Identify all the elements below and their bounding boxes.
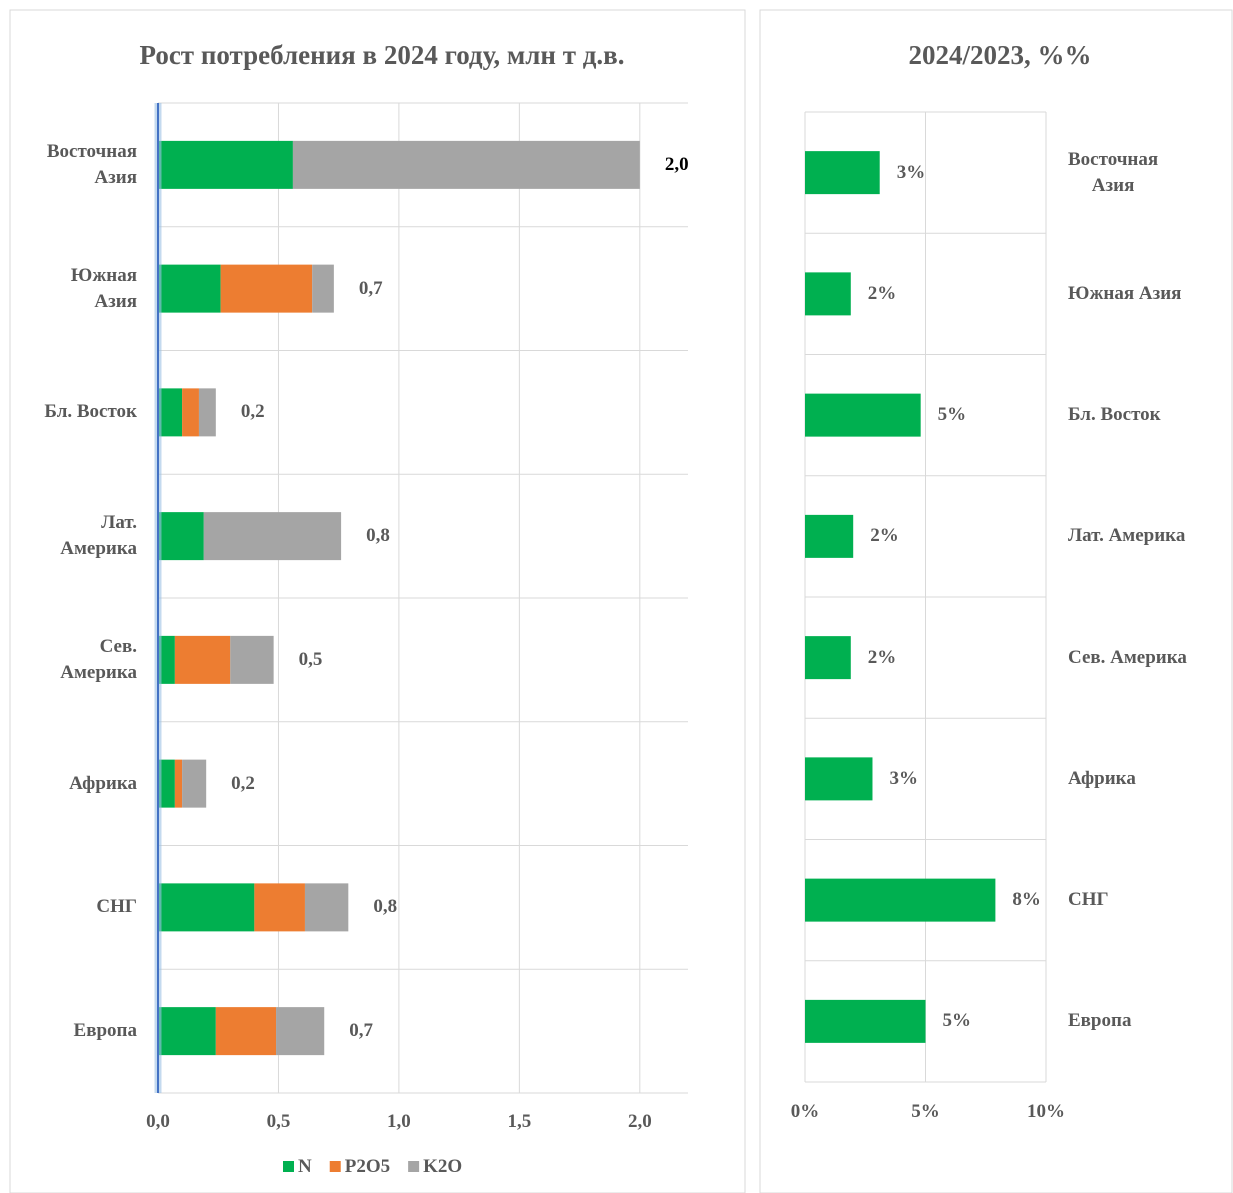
bar: [805, 878, 996, 922]
total-label: 0,7: [358, 277, 383, 299]
bar: [805, 151, 880, 195]
bar-segment: [158, 512, 204, 561]
total-label: 0,8: [366, 525, 390, 547]
bar-segment: [182, 759, 207, 808]
legend-label: N: [298, 1156, 312, 1177]
total-label: 0,5: [298, 648, 323, 670]
bar: [805, 272, 851, 316]
bar-segment: [292, 140, 640, 189]
category-label: СНГ: [96, 896, 137, 918]
x-tick-label: 10%: [1027, 1101, 1065, 1122]
value-label: 5%: [942, 1010, 972, 1032]
bar-segment: [220, 264, 313, 313]
total-label: 2,0: [664, 153, 689, 175]
category-label: Восточная Азия: [46, 140, 137, 188]
bar-segment: [198, 388, 216, 437]
x-tick-label: 1,5: [507, 1111, 532, 1132]
bar-segment: [215, 1007, 277, 1056]
category-label: Бл. Восток: [1068, 404, 1161, 426]
category-label: Лат. Америка: [1068, 525, 1186, 547]
bar-segment: [276, 1007, 325, 1056]
value-label: 5%: [937, 404, 967, 426]
total-label: 0,7: [349, 1020, 373, 1042]
bar-segment: [158, 883, 255, 932]
bar-segment: [174, 635, 231, 684]
category-label: Южная Азия: [70, 264, 137, 312]
category-label: Европа: [73, 1020, 137, 1042]
left-panel: [9, 9, 746, 1193]
legend-swatch: [329, 1161, 341, 1172]
category-label: Южная Азия: [1068, 282, 1182, 304]
chart-title: 2024/2023, %%: [908, 40, 1092, 70]
bar: [805, 514, 854, 558]
value-label: 2%: [867, 282, 897, 304]
bar: [805, 999, 926, 1043]
x-tick-label: 0,5: [266, 1111, 291, 1132]
bar: [805, 636, 851, 680]
category-label: Сев. Америка: [1068, 646, 1187, 668]
bar-segment: [158, 1007, 216, 1056]
bar: [805, 757, 873, 801]
bar-segment: [230, 635, 274, 684]
x-tick-label: 0%: [790, 1101, 820, 1122]
legend-swatch: [408, 1161, 420, 1172]
category-label: Сев. Америка: [60, 635, 137, 683]
value-label: 3%: [896, 161, 926, 183]
legend-label: P2O5: [344, 1156, 391, 1177]
bar-segment: [254, 883, 305, 932]
bar-segment: [158, 140, 293, 189]
right-panel: [759, 9, 1233, 1193]
total-label: 0,2: [231, 772, 255, 794]
total-label: 0,2: [240, 401, 265, 423]
category-label: Бл. Восток: [44, 401, 137, 423]
x-tick-label: 1,0: [387, 1111, 411, 1132]
category-label: СНГ: [1068, 889, 1109, 911]
bar-segment: [158, 635, 175, 684]
legend-swatch: [283, 1161, 294, 1172]
bar-segment: [312, 264, 334, 313]
bar-segment: [158, 759, 175, 808]
chart-title: Рост потребления в 2024 году, млн т д.в.: [139, 40, 625, 70]
value-label: 2%: [870, 525, 899, 547]
legend-label: K2O: [423, 1156, 463, 1177]
bar-segment: [182, 388, 199, 437]
x-tick-label: 2,0: [627, 1111, 652, 1132]
category-label: Африка: [69, 772, 137, 794]
bar-segment: [174, 759, 183, 808]
x-tick-label: 0,0: [146, 1111, 170, 1132]
value-label: 8%: [1012, 889, 1041, 911]
value-label: 3%: [889, 767, 918, 789]
bar-segment: [304, 883, 349, 932]
bar: [805, 393, 921, 437]
category-label: Лат. Америка: [60, 512, 137, 560]
total-label: 0,8: [373, 896, 398, 918]
category-label: Европа: [1068, 1010, 1132, 1032]
bar-segment: [158, 388, 183, 437]
category-label: Восточная Азия: [1068, 148, 1159, 196]
value-label: 2%: [867, 646, 897, 668]
bar-segment: [203, 512, 342, 561]
category-label: Африка: [1068, 767, 1136, 789]
bar-segment: [158, 264, 221, 313]
x-tick-label: 5%: [911, 1101, 940, 1122]
